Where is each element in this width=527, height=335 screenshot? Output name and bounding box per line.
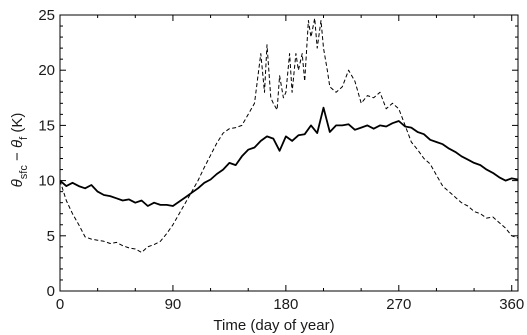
x-tick-labels: 0 90 180 270 360 bbox=[56, 296, 524, 313]
solid-series-line bbox=[59, 106, 519, 207]
plot-frame bbox=[59, 14, 519, 292]
y-axis-theta-1: θ bbox=[9, 179, 26, 187]
y-tick-label: 25 bbox=[38, 7, 55, 24]
y-tick-label: 10 bbox=[38, 173, 55, 190]
y-axis-sub-f: f bbox=[18, 136, 30, 140]
x-tick-label: 180 bbox=[273, 296, 298, 313]
y-tick-labels: 0 5 10 15 20 25 bbox=[38, 7, 55, 300]
x-tick-label: 360 bbox=[499, 296, 524, 313]
y-axis-minus: − bbox=[9, 148, 26, 165]
dashed-series-line bbox=[59, 17, 519, 253]
plot-area bbox=[59, 14, 519, 292]
x-axis-title: Time (day of year) bbox=[213, 317, 334, 334]
y-tick-label: 20 bbox=[38, 62, 55, 79]
y-tick-label: 0 bbox=[47, 283, 55, 300]
y-axis-theta-2: θ bbox=[9, 140, 26, 148]
y-axis-unit: (K) bbox=[9, 113, 26, 137]
y-axis-sub-sfc: sfc bbox=[18, 165, 30, 180]
y-tick-label: 15 bbox=[38, 117, 55, 134]
x-tick-label: 270 bbox=[386, 296, 411, 313]
x-tick-label: 90 bbox=[165, 296, 182, 313]
x-tick-label: 0 bbox=[56, 296, 64, 313]
y-axis-title: θsfc − θf (K) bbox=[9, 113, 30, 188]
y-tick-label: 5 bbox=[47, 228, 55, 245]
